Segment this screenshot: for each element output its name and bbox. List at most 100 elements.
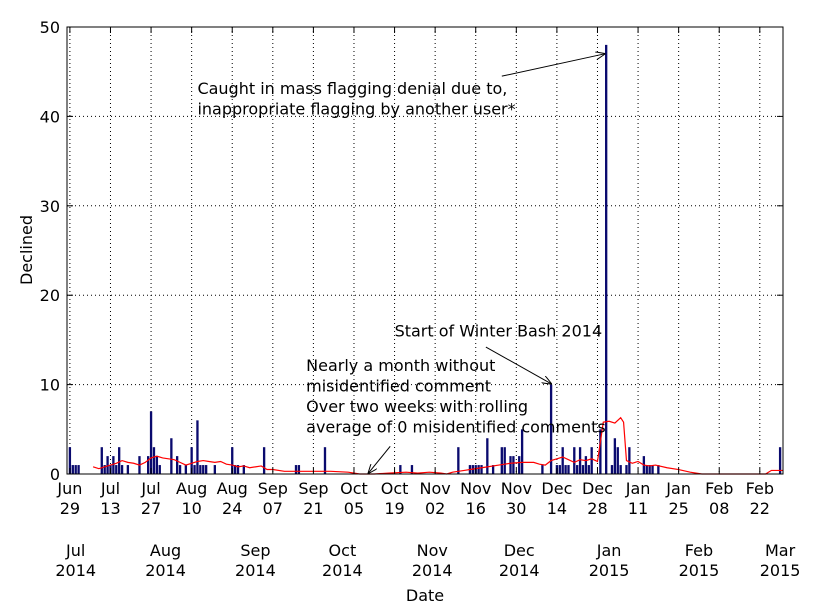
week-tick-date-label: 05 — [344, 499, 364, 518]
declined-bar — [549, 384, 553, 474]
declined-bar — [103, 465, 106, 474]
month-tick-month-label: Oct — [329, 541, 357, 560]
declined-bar — [651, 465, 654, 474]
declined-bar — [118, 447, 121, 474]
week-tick-month-label: Jul — [100, 479, 120, 498]
month-tick-month-label: Nov — [417, 541, 448, 560]
declined-bar — [480, 465, 483, 474]
month-tick-year-label: 2015 — [760, 561, 801, 580]
week-tick-month-label: Jan — [625, 479, 651, 498]
declined-bar — [231, 447, 234, 474]
week-tick-date-label: 24 — [222, 499, 242, 518]
declined-bar — [323, 447, 327, 474]
month-tick-year-label: 2015 — [589, 561, 630, 580]
declined-bar — [657, 465, 660, 474]
annotation-text: average of 0 misidentified comments — [306, 418, 606, 437]
declined-bar — [477, 465, 480, 474]
declined-bar — [152, 447, 156, 474]
declined-bar — [120, 465, 124, 474]
declined-bar — [410, 465, 414, 474]
declined-bar — [170, 438, 173, 474]
axis-ticks: 01020304050Jun29Jul13Jul27Aug10Aug24Sep0… — [40, 18, 801, 580]
week-tick-date-label: 11 — [628, 499, 648, 518]
annotation-text: misidentified comment — [306, 377, 491, 396]
y-tick-label: 30 — [40, 197, 60, 216]
bar-series — [68, 44, 782, 474]
week-tick-month-label: Aug — [217, 479, 248, 498]
y-tick-label: 20 — [40, 286, 60, 305]
declined-bar — [233, 465, 237, 474]
declined-bar — [616, 447, 619, 474]
week-tick-month-label: Nov — [420, 479, 451, 498]
declined-bar — [184, 465, 188, 474]
declined-bar — [202, 465, 205, 474]
y-tick-label: 10 — [40, 376, 60, 395]
declined-bar — [503, 447, 506, 474]
month-tick-month-label: Sep — [240, 541, 270, 560]
annotation-text: Nearly a month without — [306, 356, 495, 375]
declined-bar — [399, 465, 402, 474]
declined-bar — [190, 447, 193, 474]
declined-bar — [587, 465, 590, 474]
declined-bar — [71, 465, 74, 474]
week-tick-date-label: 29 — [60, 499, 80, 518]
week-tick-month-label: Dec — [582, 479, 613, 498]
plot-frame — [66, 26, 784, 475]
week-tick-month-label: Sep — [298, 479, 328, 498]
week-tick-date-label: 08 — [709, 499, 729, 518]
rolling-average-series — [92, 416, 783, 475]
annotation-text: Start of Winter Bash 2014 — [395, 321, 603, 340]
week-tick-date-label: 13 — [100, 499, 120, 518]
month-tick-month-label: Mar — [765, 541, 796, 560]
month-tick-year-label: 2014 — [499, 561, 540, 580]
declined-bar — [645, 465, 648, 474]
week-tick-month-label: Jun — [56, 479, 82, 498]
declined-bar — [236, 465, 240, 474]
declined-bar — [573, 447, 576, 474]
week-tick-month-label: Feb — [705, 479, 733, 498]
declined-bar — [512, 456, 515, 474]
week-tick-month-label: Jul — [140, 479, 160, 498]
declined-bar — [500, 447, 503, 474]
declined-bar — [486, 438, 489, 474]
declined-bar — [68, 447, 72, 474]
declined-bar — [178, 465, 182, 474]
declined-bar — [297, 465, 301, 474]
declined-bar — [199, 465, 202, 474]
week-tick-date-label: 30 — [506, 499, 526, 518]
week-tick-month-label: Dec — [541, 479, 572, 498]
declined-bar — [564, 465, 567, 474]
month-tick-year-label: 2014 — [145, 561, 186, 580]
declined-bar — [561, 447, 564, 474]
declined-bar — [541, 465, 544, 474]
declined-bar — [457, 447, 460, 474]
week-tick-date-label: 14 — [547, 499, 567, 518]
declined-bar — [491, 465, 495, 474]
rolling-average-line — [92, 416, 783, 475]
declined-bar — [567, 465, 570, 474]
declined-bar — [74, 465, 77, 474]
week-tick-date-label: 28 — [587, 499, 607, 518]
declined-bar — [262, 447, 266, 474]
declined-bar — [158, 465, 161, 474]
week-tick-date-label: 10 — [181, 499, 201, 518]
declined-bar — [115, 465, 118, 474]
week-tick-date-label: 22 — [750, 499, 770, 518]
week-tick-date-label: 25 — [668, 499, 688, 518]
week-tick-date-label: 02 — [425, 499, 445, 518]
week-tick-date-label: 27 — [141, 499, 161, 518]
month-tick-year-label: 2014 — [412, 561, 453, 580]
month-tick-month-label: Aug — [150, 541, 181, 560]
declined-bar — [576, 465, 579, 474]
y-tick-label: 40 — [40, 107, 60, 126]
month-tick-month-label: Jan — [596, 541, 622, 560]
grid — [67, 27, 783, 474]
declined-bar — [106, 456, 109, 474]
declined-bar — [578, 447, 582, 474]
week-tick-date-label: 16 — [466, 499, 486, 518]
annotation-arrow — [501, 54, 605, 77]
declined-bar — [155, 456, 159, 474]
declined-bar — [204, 465, 208, 474]
declined-bar — [242, 465, 245, 474]
declined-bar — [590, 447, 593, 474]
